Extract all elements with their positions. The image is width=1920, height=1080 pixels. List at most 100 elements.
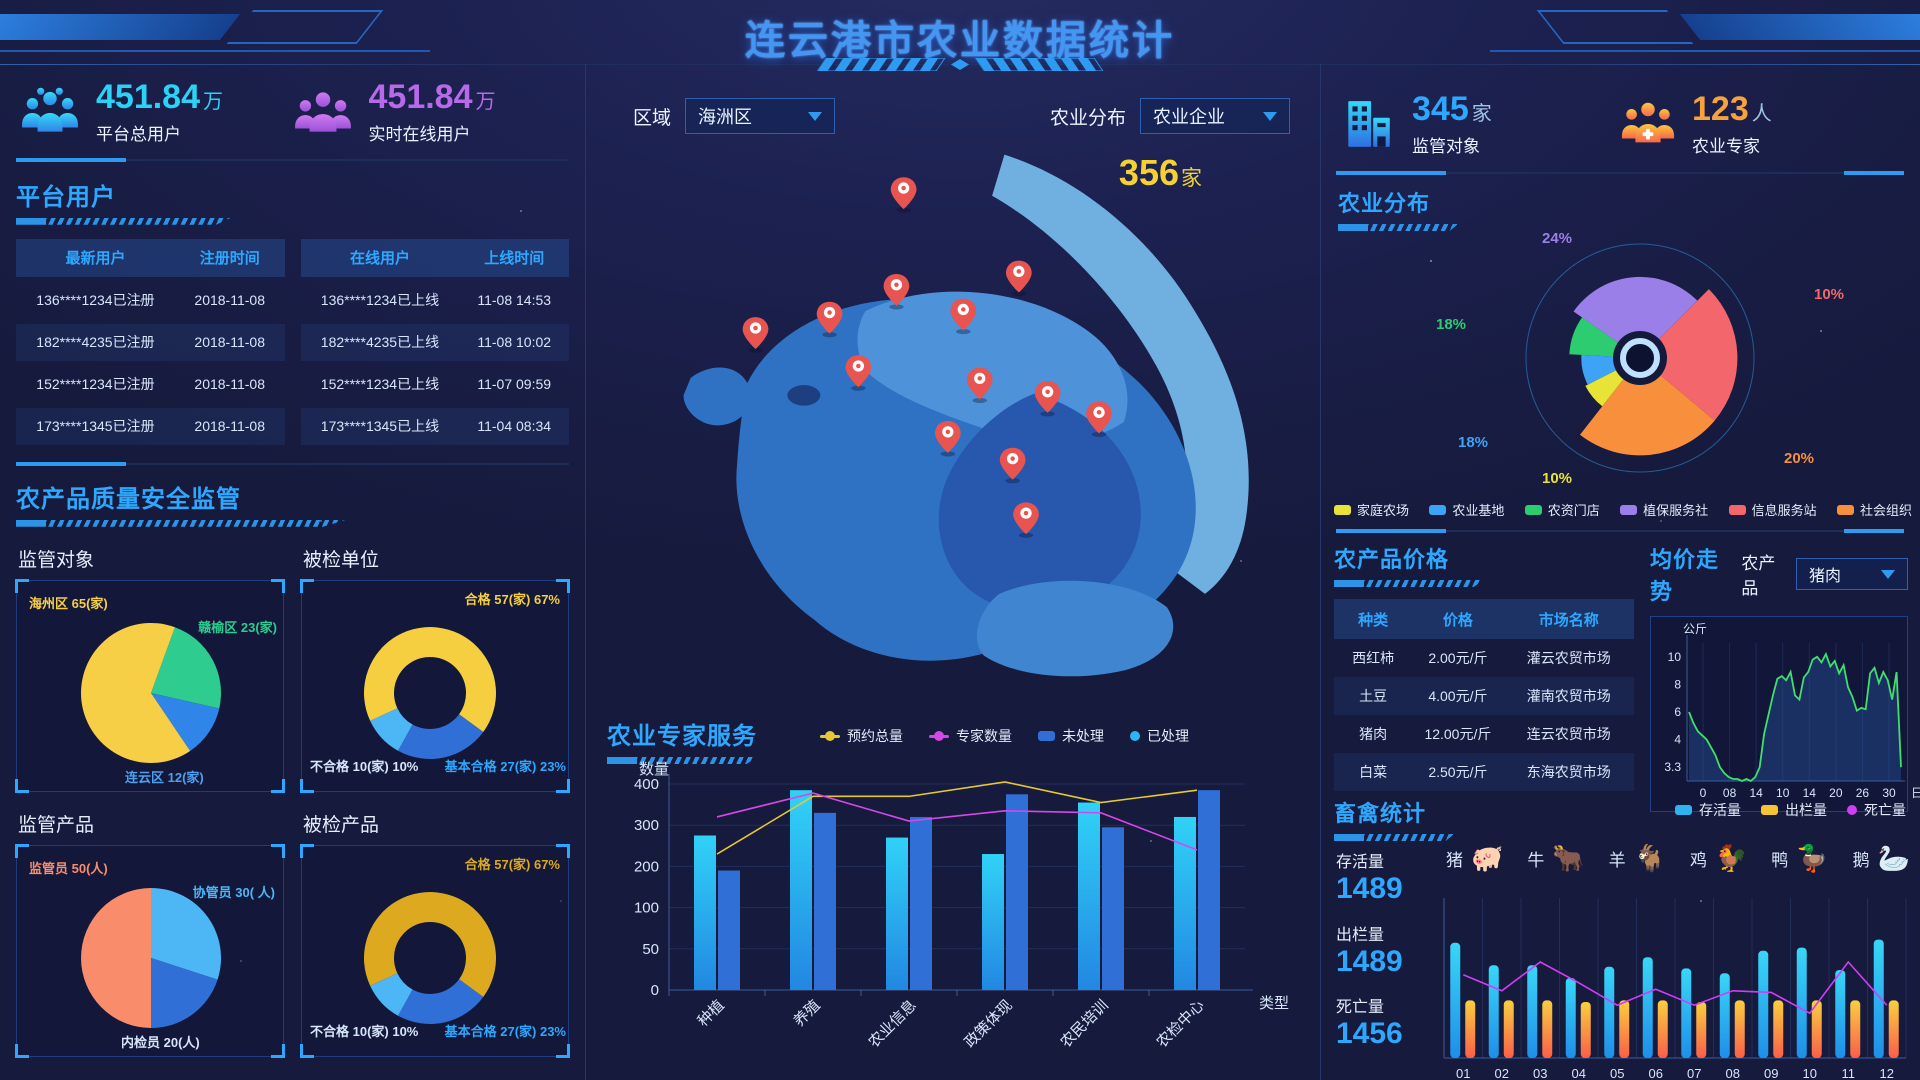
svg-text:07: 07 — [1687, 1066, 1701, 1080]
header-wing-left — [0, 6, 470, 52]
stat-experts: 123 人 农业专家 — [1620, 90, 1900, 157]
table-row: 136****1234已上线 11-08 14:53 — [320, 292, 552, 309]
expert-legend: 预约总量 专家数量 未处理 已处理 — [820, 726, 1189, 746]
legend-item[interactable]: 存活量 — [1675, 800, 1741, 820]
legend-item[interactable]: 信息服务站 — [1728, 500, 1817, 519]
map-pin[interactable] — [816, 301, 843, 338]
legend-item[interactable]: 已处理 — [1130, 726, 1189, 746]
stat-unit: 家 — [1471, 103, 1492, 125]
svg-text:日期: 日期 — [1911, 786, 1920, 800]
page-title: 连云港市农业数据统计 — [745, 19, 1175, 63]
goose-icon: 🦢 — [1877, 843, 1910, 873]
stat-total-users: 451.84 万 平台总用户 — [20, 79, 293, 145]
map-pin[interactable] — [935, 421, 961, 457]
animal-tab-sheep[interactable]: 羊 🐐 — [1608, 843, 1666, 873]
svg-text:公斤: 公斤 — [1683, 622, 1707, 636]
svg-text:6: 6 — [1674, 705, 1681, 719]
chart-agri-distribution: 24% 10% 20% 10% 18% 18% — [1320, 224, 1920, 492]
register-table: 最新用户 注册时间 136****1234已注册 2018-11-08 182***… — [16, 238, 285, 445]
map-pin[interactable] — [890, 177, 917, 213]
section-title-quality: 农产品质量安全监管 — [16, 485, 241, 513]
animal-tab-cow[interactable]: 牛 🐂 — [1527, 843, 1585, 873]
map-pin[interactable] — [1005, 260, 1032, 297]
legend-item[interactable]: 植保服务社 — [1620, 500, 1708, 519]
user-tables: 最新用户 注册时间 136****1234已注册 2018-11-08 182***… — [16, 238, 569, 445]
map-pin[interactable] — [966, 367, 993, 404]
animal-tab-pig[interactable]: 猪 🐖 — [1446, 843, 1504, 873]
animal-tab-goose[interactable]: 鹅 🦢 — [1852, 843, 1910, 873]
svg-text:02: 02 — [1495, 1066, 1509, 1080]
map-pin[interactable] — [1013, 502, 1039, 538]
table-header: 最新用户 注册时间 — [16, 238, 285, 277]
map-inner-region — [938, 393, 1141, 612]
map-pin[interactable] — [950, 298, 977, 335]
map-south-region — [976, 580, 1174, 677]
stat-label: 监管对象 — [1412, 136, 1480, 156]
map-pin[interactable] — [1034, 380, 1061, 417]
livestock-legend: 存活量 出栏量 死亡量 — [1675, 800, 1906, 820]
map-sea-strip — [992, 154, 1249, 594]
legend-item[interactable]: 未处理 — [1038, 726, 1104, 746]
stat-supervised: 345 家 监管对象 — [1340, 91, 1620, 157]
legend-item[interactable]: 农业基地 — [1429, 500, 1504, 519]
table-row: 土豆 4.00元/斤 灌南农贸市场 — [1334, 677, 1634, 715]
right-stats-row: 345 家 监管对象 1 — [1336, 76, 1904, 171]
table-row: 西红柿 2.00元/斤 灌云农贸市场 — [1352, 650, 1611, 666]
svg-text:农检中心: 农检中心 — [1153, 997, 1207, 1051]
product-select[interactable]: 猪肉 — [1796, 558, 1908, 590]
title-decoration — [16, 519, 346, 527]
table-row: 152****1234已上线 11-07 09:59 — [320, 376, 552, 393]
stat-value: 123 — [1692, 90, 1749, 128]
pie-chart — [81, 622, 222, 763]
legend-item[interactable]: 出栏量 — [1761, 800, 1827, 820]
section-title-trend: 均价走势 — [1650, 547, 1720, 604]
stat-value: 451.84 — [368, 78, 473, 116]
chicken-icon: 🐓 — [1714, 843, 1748, 873]
map-pin[interactable] — [742, 317, 769, 353]
svg-text:3.3: 3.3 — [1664, 760, 1681, 774]
distribution-control: 农业分布 农业企业 — [1050, 98, 1290, 134]
map-pin[interactable] — [883, 273, 910, 310]
chevron-down-icon — [1263, 111, 1277, 121]
svg-text:03: 03 — [1533, 1066, 1547, 1080]
header: 连云港市农业数据统计 — [0, 0, 1920, 71]
product-label: 农产品 — [1741, 554, 1776, 598]
map-pin[interactable] — [845, 355, 872, 391]
animal-tab-duck[interactable]: 鸭 🦆 — [1771, 843, 1829, 873]
svg-text:05: 05 — [1610, 1066, 1624, 1080]
legend-item[interactable]: 专家数量 — [929, 726, 1012, 746]
map-pin[interactable] — [1086, 401, 1112, 437]
building-icon — [1340, 97, 1396, 151]
svg-text:04: 04 — [1572, 1066, 1586, 1080]
section-divider — [16, 461, 569, 466]
region-control: 区域 海洲区 — [633, 98, 836, 134]
map-islet — [683, 367, 751, 426]
title-decoration — [607, 757, 757, 764]
chart-inspected-units: 被检单位 合格 57(家) 67% 不合格 10(家) 10% 基本合格 27(… — [300, 537, 570, 793]
legend-item[interactable]: 家庭农场 — [1334, 500, 1409, 519]
region-map[interactable] — [593, 136, 1313, 702]
map-pin[interactable] — [999, 447, 1026, 484]
svg-text:06: 06 — [1649, 1066, 1663, 1080]
user-stats-row: 451.84 万 平台总用户 451.84 万 — [16, 64, 569, 159]
chart-supervise-objects: 监管对象 海州区 65(家) 赣榆区 23(家) 连云区 12(家) — [15, 537, 285, 793]
nightingale-chart — [1525, 243, 1755, 473]
legend-item[interactable]: 死亡量 — [1847, 800, 1906, 820]
section-title-distribution: 农业分布 — [1338, 186, 1458, 231]
animal-tab-chicken[interactable]: 鸡 🐓 — [1689, 843, 1748, 873]
legend-item[interactable]: 预约总量 — [820, 726, 903, 746]
svg-text:14: 14 — [1803, 786, 1817, 800]
distribution-select[interactable]: 农业企业 — [1140, 98, 1290, 134]
legend-item[interactable]: 社会组织 — [1836, 500, 1912, 519]
quality-charts-grid: 监管对象 海州区 65(家) 赣榆区 23(家) 连云区 12(家) 被检单位 … — [15, 537, 570, 1058]
region-select[interactable]: 海洲区 — [685, 98, 836, 134]
table-header: 在线用户 上线时间 — [300, 238, 569, 277]
donut-chart — [364, 891, 496, 1024]
enterprise-count: 356家 — [1118, 152, 1202, 193]
legend-item[interactable]: 农资门店 — [1524, 500, 1600, 519]
stat-slaughtered: 出栏量 1489 — [1336, 926, 1403, 978]
expert-service-section: 农业专家服务 预约总量 专家数量 未处理 已处理 0 50 100 200 300 400… — [585, 706, 1320, 1080]
svg-text:10: 10 — [1803, 1066, 1817, 1080]
